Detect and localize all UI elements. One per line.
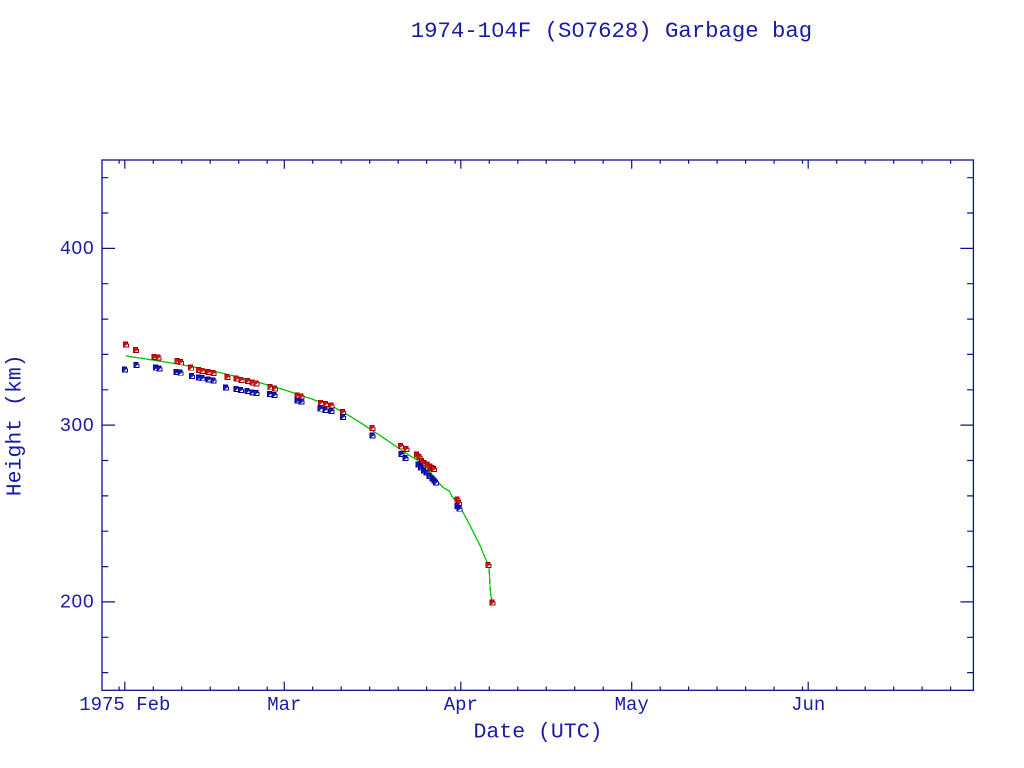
svg-text:Mar: Mar <box>267 694 301 716</box>
svg-text:1974-104F (S07628) Garbage bag: 1974-104F (S07628) Garbage bag <box>411 18 812 44</box>
svg-text:1975 Feb: 1975 Feb <box>79 694 170 716</box>
svg-text:Date (UTC): Date (UTC) <box>473 721 602 745</box>
svg-text:400: 400 <box>60 238 94 260</box>
svg-text:Jun: Jun <box>791 694 825 716</box>
svg-text:Height (km): Height (km) <box>4 354 28 496</box>
svg-text:May: May <box>615 694 649 716</box>
svg-text:Apr: Apr <box>444 694 478 716</box>
